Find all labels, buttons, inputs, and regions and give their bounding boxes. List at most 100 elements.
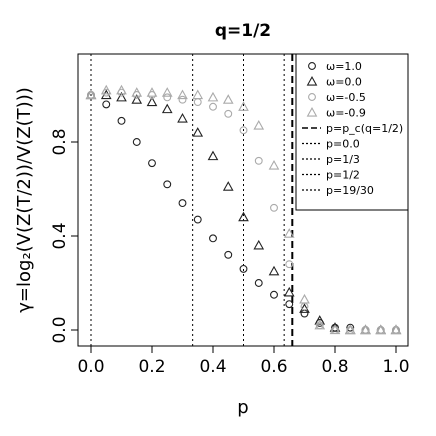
legend-label-2: ω=-0.5 bbox=[326, 91, 366, 104]
legend-entry-3: ω=-0.9 bbox=[306, 106, 366, 120]
point-3-9 bbox=[222, 94, 234, 104]
point-2-10 bbox=[239, 126, 248, 135]
x-tick-label-4: 0.8 bbox=[321, 357, 348, 377]
point-2-8 bbox=[209, 102, 217, 111]
legend-entry-1: ω=0.0 bbox=[306, 75, 362, 89]
y-tick-label-2: 0.8 bbox=[50, 128, 70, 155]
legend-label-vline-2: p=1/3 bbox=[326, 153, 360, 166]
point-0-10 bbox=[239, 264, 248, 273]
point-1-13 bbox=[283, 286, 295, 297]
point-0-3 bbox=[132, 138, 141, 146]
legend-entry-vline-3: p=1/2 bbox=[302, 169, 360, 182]
series-3 bbox=[85, 84, 402, 335]
point-0-12 bbox=[270, 290, 278, 299]
point-3-8 bbox=[207, 91, 219, 102]
point-3-19 bbox=[375, 324, 387, 335]
y-axis-label: γ=log₂(V(Z(T/2))/V(Z(T))) bbox=[14, 87, 35, 312]
point-3-11 bbox=[253, 120, 265, 130]
point-3-1 bbox=[100, 84, 112, 95]
legend-label-vline-0: p=p_c(q=1/2) bbox=[326, 122, 403, 135]
point-1-6 bbox=[177, 112, 188, 123]
point-0-4 bbox=[148, 159, 156, 168]
point-3-18 bbox=[360, 324, 371, 335]
point-2-5 bbox=[163, 93, 172, 102]
legend-marker-0 bbox=[308, 62, 316, 70]
point-3-7 bbox=[192, 89, 204, 100]
point-3-5 bbox=[161, 87, 173, 97]
point-0-7 bbox=[193, 215, 202, 224]
point-0-13 bbox=[285, 300, 294, 309]
y-axis: 0.0 0.4 0.8 bbox=[50, 128, 78, 344]
legend-entry-vline-4: p=19/30 bbox=[302, 184, 374, 197]
point-2-7 bbox=[193, 98, 202, 107]
point-1-5 bbox=[161, 103, 173, 114]
legend-label-vline-4: p=19/30 bbox=[326, 184, 374, 197]
legend-entry-vline-2: p=1/3 bbox=[302, 153, 360, 166]
point-0-2 bbox=[117, 116, 126, 125]
point-3-16 bbox=[329, 324, 341, 335]
legend-entry-vline-1: p=0.0 bbox=[302, 138, 360, 151]
legend-label-3: ω=-0.9 bbox=[326, 107, 366, 120]
point-1-4 bbox=[146, 96, 158, 107]
x-tick-label-2: 0.4 bbox=[199, 357, 226, 377]
point-2-9 bbox=[224, 109, 233, 118]
point-2-12 bbox=[270, 203, 278, 212]
point-2-11 bbox=[254, 156, 263, 165]
point-3-13 bbox=[283, 228, 295, 238]
point-0-9 bbox=[224, 250, 233, 259]
legend-marker-1 bbox=[306, 75, 318, 86]
x-tick-label-1: 0.2 bbox=[138, 357, 165, 377]
legend-marker-3 bbox=[306, 106, 318, 117]
legend: ω=1.0 ω=0.0 ω=-0.5 ω=-0.9 p=p_c(q=1/2) p=0.0 p… bbox=[295, 53, 409, 211]
x-tick-label-5: 1.0 bbox=[382, 357, 409, 377]
legend-label-1: ω=0.0 bbox=[326, 76, 362, 89]
point-3-4 bbox=[146, 87, 158, 97]
legend-label-vline-3: p=1/2 bbox=[326, 169, 360, 182]
point-0-11 bbox=[254, 279, 263, 287]
point-3-17 bbox=[344, 324, 356, 335]
legend-marker-2 bbox=[308, 93, 316, 101]
legend-entry-0: ω=1.0 bbox=[308, 60, 362, 73]
point-1-14 bbox=[299, 303, 310, 313]
legend-label-0: ω=1.0 bbox=[326, 60, 362, 73]
point-2-6 bbox=[178, 95, 187, 104]
point-3-6 bbox=[177, 89, 188, 100]
x-axis: 0.0 0.2 0.4 0.6 0.8 1.0 bbox=[77, 346, 410, 377]
x-tick-label-0: 0.0 bbox=[77, 357, 104, 377]
y-tick-label-0: 0.0 bbox=[50, 316, 70, 343]
point-0-8 bbox=[209, 234, 217, 243]
point-1-10 bbox=[238, 211, 249, 222]
point-1-2 bbox=[116, 91, 127, 102]
point-3-14 bbox=[299, 293, 310, 304]
x-tick-label-3: 0.6 bbox=[260, 357, 287, 377]
plot-area bbox=[85, 54, 402, 346]
point-1-9 bbox=[222, 181, 234, 191]
y-tick-label-1: 0.4 bbox=[50, 222, 70, 249]
point-0-14 bbox=[300, 309, 309, 318]
point-1-12 bbox=[268, 265, 280, 276]
point-3-20 bbox=[390, 324, 402, 335]
point-3-3 bbox=[131, 87, 143, 97]
legend-box bbox=[295, 53, 409, 211]
point-3-2 bbox=[116, 84, 127, 95]
x-axis-label: p bbox=[237, 397, 248, 418]
point-0-1 bbox=[102, 100, 111, 109]
legend-entry-2: ω=-0.5 bbox=[308, 91, 366, 104]
point-1-15 bbox=[314, 315, 326, 325]
point-3-12 bbox=[268, 159, 280, 170]
point-3-10 bbox=[238, 101, 249, 111]
point-1-11 bbox=[253, 239, 265, 250]
legend-entry-vline-0: p=p_c(q=1/2) bbox=[302, 122, 403, 135]
point-1-7 bbox=[192, 127, 204, 137]
point-0-17 bbox=[346, 323, 355, 332]
point-1-3 bbox=[131, 94, 143, 104]
chart-title: q=1/2 bbox=[215, 21, 271, 41]
point-3-0 bbox=[85, 89, 97, 100]
legend-label-vline-1: p=0.0 bbox=[326, 138, 360, 151]
point-0-5 bbox=[163, 180, 172, 189]
point-3-15 bbox=[314, 319, 326, 330]
point-0-6 bbox=[178, 199, 187, 208]
point-1-1 bbox=[100, 89, 112, 100]
point-2-13 bbox=[285, 260, 294, 269]
